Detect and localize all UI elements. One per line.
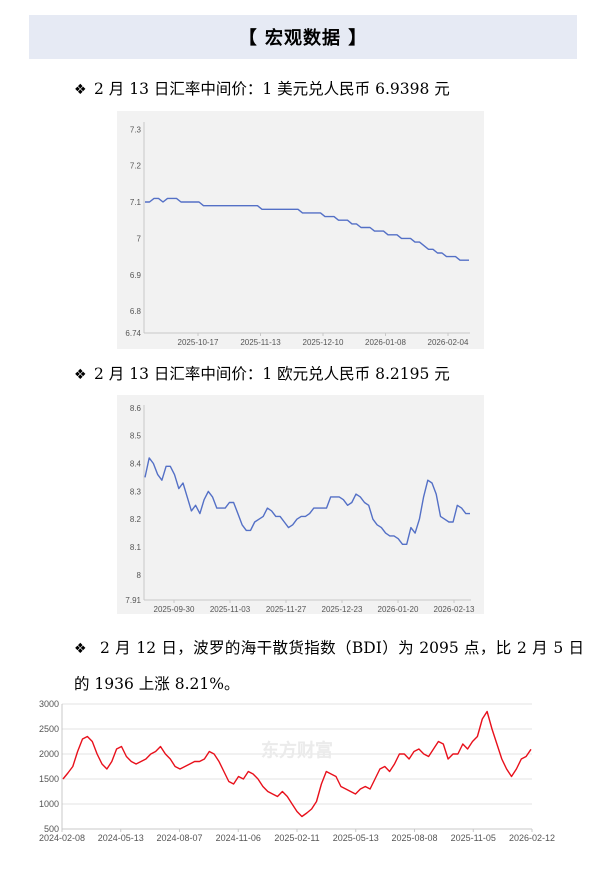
- y-tick-label: 6.8: [130, 307, 142, 316]
- usd-cny-chart-svg: 7.3 7.2 7.1 7 6.9 6.8 6.74 2025-10-17 2025-11-13…: [117, 111, 484, 349]
- x-tick-label: 2026-02-12: [509, 833, 555, 843]
- diamond-bullet-icon: ❖: [74, 367, 87, 383]
- x-tick-label: 2026-02-04: [428, 338, 469, 347]
- x-tick-label: 2024-08-07: [156, 833, 202, 843]
- x-tick-label: 2025-12-23: [322, 605, 363, 614]
- x-tick-label: 2026-02-13: [434, 605, 475, 614]
- eur-cny-chart-svg: 8.6 8.5 8.4 8.3 8.2 8.1 8 7.91 2025-09-30 2025-11…: [117, 395, 484, 614]
- y-tick-label: 8.4: [130, 460, 142, 469]
- series-line: [144, 457, 470, 546]
- x-tick-label: 2025-02-11: [274, 833, 319, 843]
- y-tick-label: 7.3: [130, 125, 142, 134]
- y-tick-label: 7.1: [130, 198, 142, 207]
- diamond-bullet-icon: ❖: [74, 641, 87, 657]
- x-tick-label: 2024-05-13: [98, 833, 144, 843]
- x-tick-label: 2025-11-05: [451, 833, 496, 843]
- usd-cny-chart: 7.3 7.2 7.1 7 6.9 6.8 6.74 2025-10-17 2025-11-13…: [117, 111, 484, 349]
- section-title: 【 宏观数据 】: [238, 28, 368, 49]
- y-tick-label: 8.1: [130, 543, 142, 552]
- x-tick-label: 2025-09-30: [154, 605, 195, 614]
- y-tick-label: 8.3: [130, 487, 142, 496]
- y-tick-label: 8: [137, 571, 142, 580]
- eur-rate-text: 2 月 13 日汇率中间价：1 欧元兑人民币 8.2195 元: [94, 365, 450, 383]
- section-header: 【 宏观数据 】: [29, 15, 577, 59]
- series-line: [145, 197, 469, 261]
- y-tick-label: 1000: [39, 799, 59, 809]
- y-tick-label: 8.5: [130, 432, 142, 441]
- x-tick-label: 2025-08-08: [391, 833, 437, 843]
- eur-rate-line: ❖ 2 月 13 日汇率中间价：1 欧元兑人民币 8.2195 元: [74, 361, 450, 388]
- x-tick-label: 2026-01-08: [365, 338, 406, 347]
- x-tick-label: 2025-05-13: [333, 833, 379, 843]
- y-tick-label: 8.2: [130, 515, 142, 524]
- y-tick-label: 500: [44, 824, 59, 834]
- bdi-chart: 3000 2500 2000 1500 1000 500 2024-02-08 2024-05…: [36, 697, 556, 849]
- y-tick-label: 1500: [39, 774, 59, 784]
- chart-background: [117, 111, 484, 349]
- watermark-text: 东方财富: [261, 740, 333, 762]
- x-tick-label: 2026-01-20: [378, 605, 419, 614]
- x-tick-label: 2024-02-08: [39, 833, 85, 843]
- chart-background: [117, 395, 484, 614]
- series-line: [62, 710, 532, 818]
- y-tick-label: 7: [137, 234, 142, 243]
- y-tick-label: 8.6: [130, 404, 142, 413]
- x-tick-label: 2025-11-03: [210, 605, 251, 614]
- y-tick-label: 2500: [39, 724, 59, 734]
- x-tick-label: 2025-11-27: [266, 605, 307, 614]
- x-tick-label: 2025-10-17: [178, 338, 219, 347]
- usd-rate-text: 2 月 13 日汇率中间价：1 美元兑人民币 6.9398 元: [94, 80, 450, 98]
- usd-rate-line: ❖ 2 月 13 日汇率中间价：1 美元兑人民币 6.9398 元: [74, 76, 450, 103]
- bdi-text: 2 月 12 日，波罗的海干散货指数（BDI）为 2095 点，比 2 月 5 …: [74, 639, 584, 693]
- x-tick-label: 2024-11-06: [216, 833, 261, 843]
- x-tick-label: 2025-11-13: [240, 338, 281, 347]
- x-tick-label: 2025-12-10: [303, 338, 344, 347]
- bdi-line: ❖ 2 月 12 日，波罗的海干散货指数（BDI）为 2095 点，比 2 月 5…: [74, 631, 584, 702]
- y-tick-label: 7.91: [125, 596, 141, 605]
- y-tick-label: 3000: [39, 699, 59, 709]
- y-tick-label: 6.74: [125, 329, 141, 338]
- y-tick-label: 6.9: [130, 271, 142, 280]
- diamond-bullet-icon: ❖: [74, 82, 87, 98]
- y-tick-label: 7.2: [130, 162, 142, 171]
- y-tick-label: 2000: [39, 749, 59, 759]
- eur-cny-chart: 8.6 8.5 8.4 8.3 8.2 8.1 8 7.91 2025-09-30 2025-11…: [117, 395, 484, 614]
